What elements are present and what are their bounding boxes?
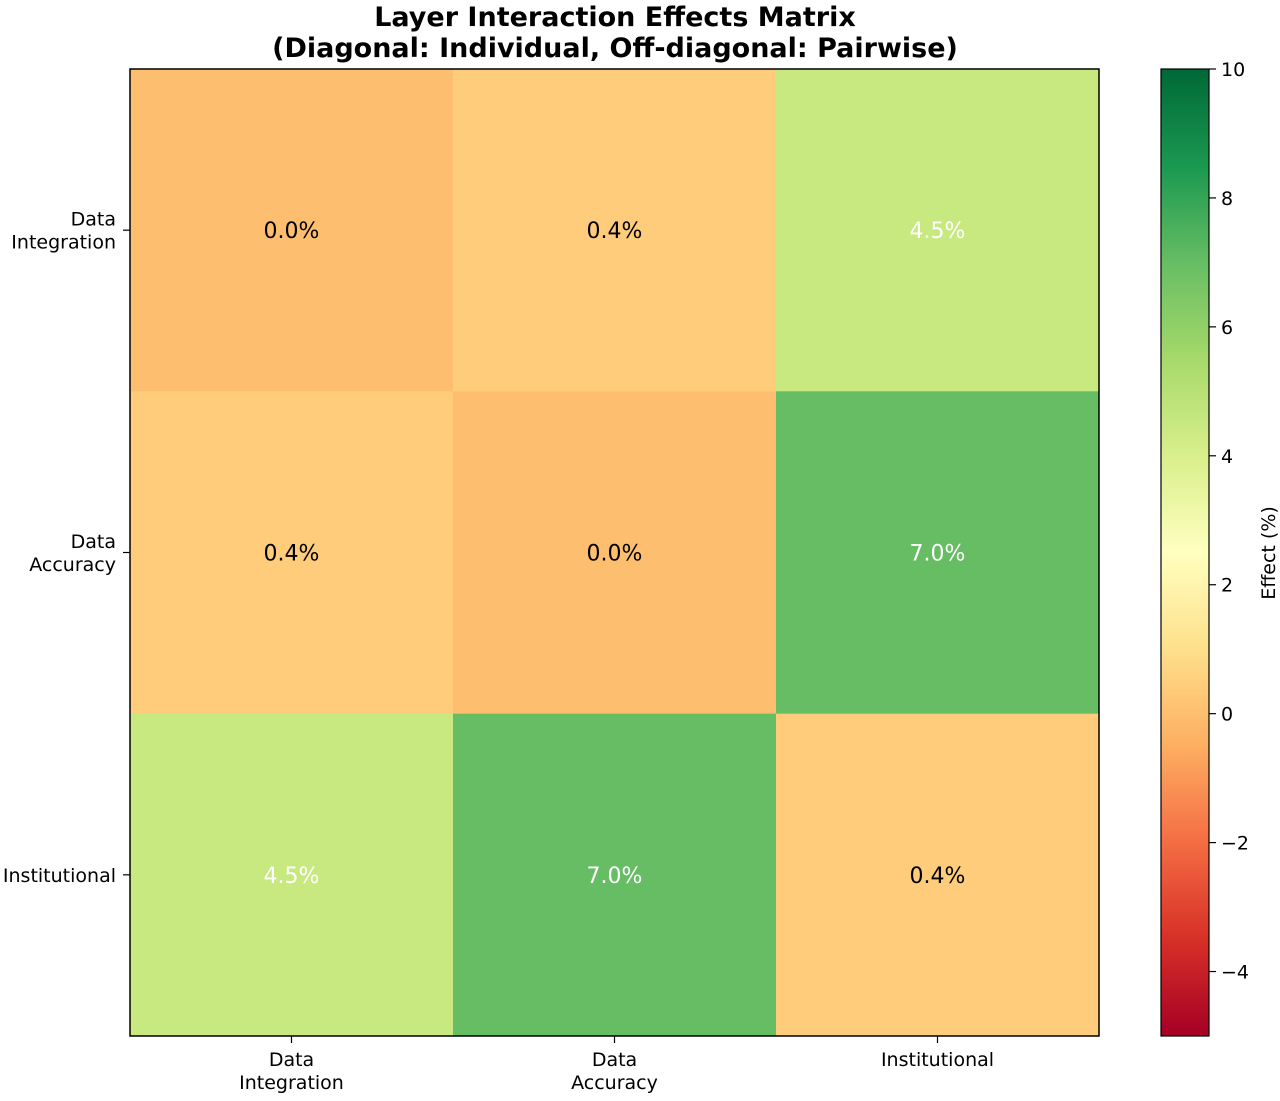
cell-value-label: 0.4%	[264, 542, 320, 567]
heatmap-cell	[776, 69, 1100, 392]
x-tick-label: Integration	[239, 1072, 344, 1094]
x-tick-label: Data	[269, 1049, 314, 1071]
heatmap-cell	[130, 69, 454, 392]
heatmap-cell-labels: 0.0% 0.4% 4.5% 0.4% 0.0% 7.0% 4.5% 7.0% 0.4%	[264, 219, 966, 889]
chart-title: Layer Interaction Effects Matrix	[374, 2, 856, 33]
cell-value-label: 4.5%	[264, 864, 320, 889]
heatmap-cell	[130, 391, 454, 715]
cell-value-label: 0.4%	[587, 219, 643, 244]
colorbar-label: Effect (%)	[1258, 506, 1280, 600]
y-tick-label: Institutional	[3, 865, 116, 887]
colorbar-tick-label: −2	[1221, 833, 1249, 855]
colorbar-tick-label: 8	[1221, 188, 1233, 210]
x-tick-label: Data	[592, 1049, 637, 1071]
cell-value-label: 7.0%	[910, 542, 966, 567]
x-tick-label: Institutional	[881, 1049, 994, 1071]
heatmap-cell	[453, 713, 777, 1037]
colorbar-tick-label: 10	[1221, 59, 1245, 81]
colorbar-tick-label: 6	[1221, 317, 1233, 339]
chart-subtitle: (Diagonal: Individual, Off-diagonal: Pai…	[272, 33, 958, 64]
y-tick-label: Data	[71, 209, 116, 231]
heatmap-cell	[130, 713, 454, 1037]
heatmap-cells	[130, 69, 1100, 1037]
cell-value-label: 0.0%	[264, 219, 320, 244]
x-tick-label: Accuracy	[571, 1072, 658, 1094]
colorbar	[1160, 68, 1210, 1037]
heatmap-cell	[453, 391, 777, 715]
colorbar-tick-label: 0	[1221, 704, 1233, 726]
heatmap-cell	[776, 713, 1100, 1037]
colorbar-ticks: −4 −2 0 2 4 6 8 10	[1209, 59, 1249, 984]
heatmap-cell	[453, 69, 777, 392]
colorbar-tick-label: 4	[1221, 446, 1233, 468]
y-tick-label: Data	[71, 531, 116, 553]
heatmap-cell	[776, 391, 1100, 715]
colorbar-tick-label: 2	[1221, 575, 1233, 597]
colorbar-tick-label: −4	[1221, 962, 1249, 984]
y-tick-label: Integration	[11, 232, 116, 254]
cell-value-label: 0.4%	[910, 864, 966, 889]
cell-value-label: 4.5%	[910, 219, 966, 244]
y-tick-label: Accuracy	[29, 554, 116, 576]
cell-value-label: 7.0%	[587, 864, 643, 889]
cell-value-label: 0.0%	[587, 542, 643, 567]
